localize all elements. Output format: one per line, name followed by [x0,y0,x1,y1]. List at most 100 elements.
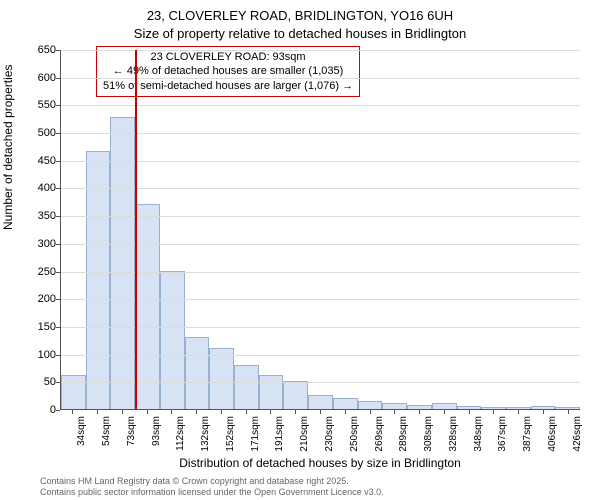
x-tick-label: 308sqm [423,416,434,460]
x-tick-label: 367sqm [497,416,508,460]
y-tick-label: 200 [28,293,56,305]
histogram-bar [333,398,358,409]
y-tick-mark [56,161,60,162]
x-tick-label: 112sqm [175,416,186,460]
histogram-bar [61,375,86,409]
chart-title-line1: 23, CLOVERLEY ROAD, BRIDLINGTON, YO16 6U… [0,8,600,23]
x-tick-mark [394,410,395,414]
histogram-bar [407,405,432,409]
x-tick-mark [493,410,494,414]
gridline [61,382,580,383]
gridline [61,299,580,300]
histogram-bar [457,406,482,409]
gridline [61,216,580,217]
annotation-line2: ← 49% of detached houses are smaller (1,… [103,64,353,78]
gridline [61,50,580,51]
y-tick-mark [56,78,60,79]
x-tick-mark [518,410,519,414]
x-tick-label: 289sqm [398,416,409,460]
x-tick-mark [246,410,247,414]
y-tick-label: 450 [28,155,56,167]
y-tick-mark [56,50,60,51]
x-tick-label: 426sqm [572,416,583,460]
gridline [61,78,580,79]
x-tick-label: 387sqm [522,416,533,460]
x-tick-label: 73sqm [126,416,137,460]
histogram-bar [259,375,284,409]
y-tick-label: 400 [28,182,56,194]
x-tick-label: 210sqm [299,416,310,460]
y-tick-label: 600 [28,72,56,84]
gridline [61,161,580,162]
x-tick-mark [345,410,346,414]
y-tick-mark [56,216,60,217]
y-tick-label: 300 [28,238,56,250]
gridline [61,188,580,189]
chart-title-line2: Size of property relative to detached ho… [0,26,600,41]
x-tick-mark [295,410,296,414]
x-tick-mark [469,410,470,414]
histogram-bar [382,403,407,409]
histogram-bar [135,204,160,409]
y-tick-label: 50 [28,376,56,388]
x-tick-mark [171,410,172,414]
histogram-bar [358,401,383,409]
plot-area: 23 CLOVERLEY ROAD: 93sqm ← 49% of detach… [60,50,580,410]
y-tick-label: 550 [28,99,56,111]
y-tick-label: 350 [28,210,56,222]
x-tick-mark [370,410,371,414]
histogram-bar [555,407,580,409]
histogram-bar [234,365,259,409]
x-tick-label: 171sqm [250,416,261,460]
y-tick-mark [56,410,60,411]
y-tick-label: 0 [28,404,56,416]
y-tick-mark [56,244,60,245]
histogram-bar [185,337,210,409]
annotation-line3: 51% of semi-detached houses are larger (… [103,79,353,93]
gridline [61,355,580,356]
annotation-line1: 23 CLOVERLEY ROAD: 93sqm [103,50,353,64]
footer-line2: Contains public sector information licen… [40,487,384,498]
x-tick-label: 348sqm [473,416,484,460]
y-tick-mark [56,188,60,189]
histogram-bar [506,407,531,409]
gridline [61,272,580,273]
gridline [61,133,580,134]
x-tick-label: 54sqm [101,416,112,460]
x-tick-mark [221,410,222,414]
y-tick-label: 500 [28,127,56,139]
gridline [61,327,580,328]
x-tick-mark [97,410,98,414]
histogram-bar [531,406,556,409]
gridline [61,244,580,245]
x-tick-mark [270,410,271,414]
histogram-bar [209,348,234,409]
footer-line1: Contains HM Land Registry data © Crown c… [40,476,384,487]
y-tick-mark [56,355,60,356]
x-tick-mark [196,410,197,414]
x-tick-label: 191sqm [274,416,285,460]
x-tick-label: 93sqm [151,416,162,460]
y-tick-label: 100 [28,349,56,361]
y-tick-mark [56,327,60,328]
footer-credits: Contains HM Land Registry data © Crown c… [40,476,384,498]
histogram-bar [160,271,185,409]
x-tick-mark [320,410,321,414]
x-tick-label: 230sqm [324,416,335,460]
chart-container: 23, CLOVERLEY ROAD, BRIDLINGTON, YO16 6U… [0,0,600,500]
x-tick-label: 406sqm [547,416,558,460]
x-tick-label: 34sqm [76,416,87,460]
x-tick-label: 152sqm [225,416,236,460]
x-tick-mark [444,410,445,414]
y-tick-mark [56,133,60,134]
property-marker-line [135,50,137,409]
y-tick-mark [56,272,60,273]
y-tick-mark [56,382,60,383]
x-tick-label: 250sqm [349,416,360,460]
gridline [61,105,580,106]
y-tick-label: 650 [28,44,56,56]
y-tick-label: 150 [28,321,56,333]
x-tick-label: 328sqm [448,416,459,460]
x-tick-mark [568,410,569,414]
histogram-bar [432,403,457,409]
